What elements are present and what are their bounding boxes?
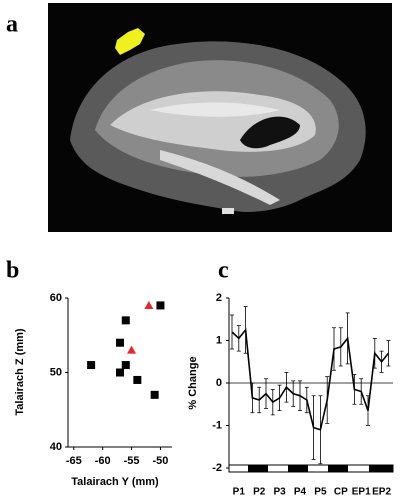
y-axis-label: % Change (187, 356, 199, 409)
y-tick-label: 0 (216, 377, 222, 389)
y-tick-label: 40 (50, 441, 62, 453)
point (121, 361, 130, 370)
point (150, 390, 159, 399)
panel-label: c (218, 258, 229, 284)
brain-image (48, 3, 392, 232)
x-tick-label: P2 (253, 487, 266, 498)
point (144, 300, 154, 309)
stimulus-bar (228, 464, 394, 473)
point (116, 368, 124, 377)
point (116, 338, 124, 347)
point (121, 316, 130, 325)
y-axis-label: Talairach Z (mm) (14, 328, 26, 416)
y-tick-label: 50 (50, 366, 62, 378)
x-tick-label: EP2 (372, 487, 391, 498)
y-tick-label: 2 (216, 292, 222, 304)
x-tick-label: P1 (233, 487, 246, 498)
x-tick-label: EP1 (352, 487, 371, 498)
y-tick-label: -2 (212, 462, 222, 474)
y-tick-label: 60 (50, 292, 62, 304)
x-tick-label: P4 (294, 487, 307, 498)
line (231, 327, 390, 431)
panel-label: b (6, 258, 19, 284)
x-tick-label: CP (334, 487, 348, 498)
x-axis-label: Talairach Y (mm) (71, 476, 159, 488)
y-tick-label: -1 (212, 419, 222, 431)
x-tick-label: -60 (95, 455, 111, 467)
x-tick-label: -65 (66, 455, 82, 467)
x-tick-label: P5 (314, 487, 327, 498)
x-tick-label: P3 (273, 487, 286, 498)
panel-label: a (6, 12, 18, 38)
point (133, 375, 142, 384)
x-tick-label: -50 (152, 455, 168, 467)
point (156, 301, 165, 310)
point (87, 361, 96, 370)
point (127, 345, 137, 354)
x-tick-label: -55 (124, 455, 140, 467)
y-tick-label: 1 (216, 334, 222, 346)
